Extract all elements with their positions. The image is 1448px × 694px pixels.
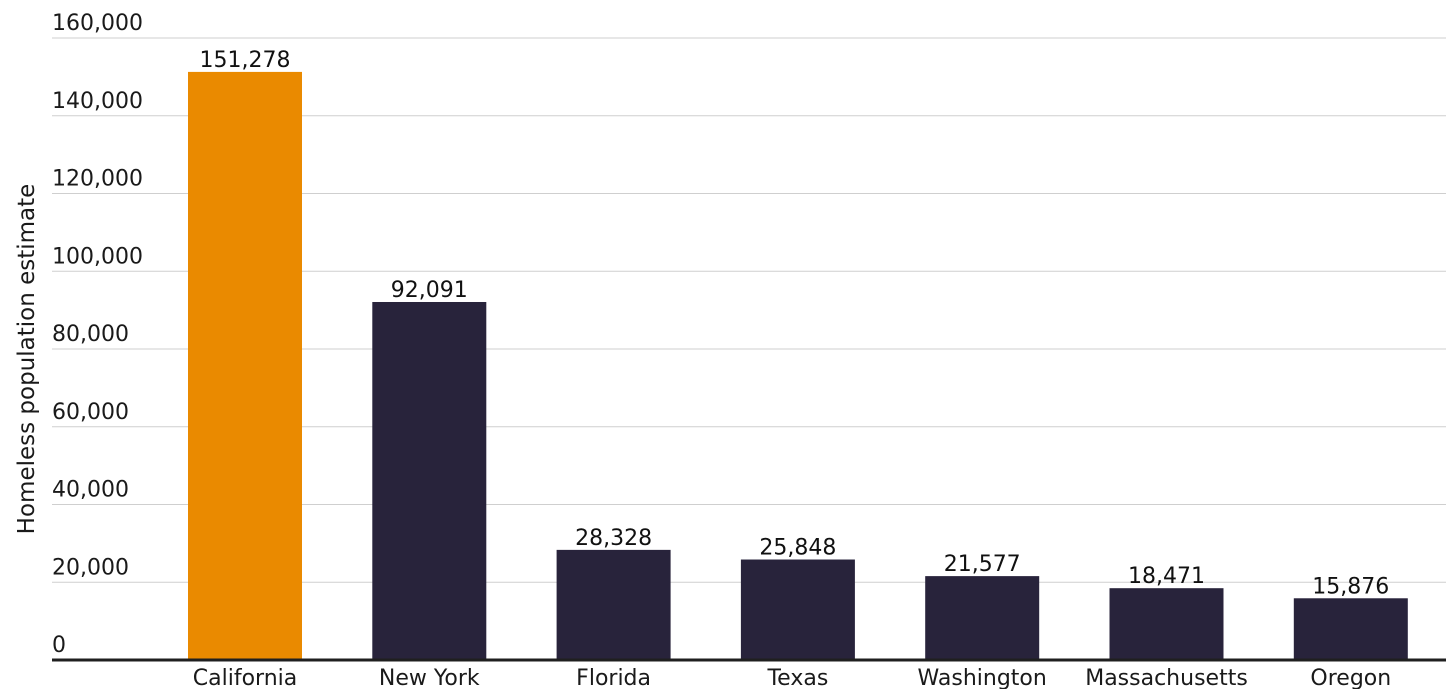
x-category-label: New York (379, 666, 480, 689)
y-tick-label: 120,000 (52, 167, 143, 192)
y-tick-label: 140,000 (52, 89, 143, 114)
data-labels: 151,278 92,091 28,328 25,848 21,577 18,471 15,… (200, 48, 1390, 599)
x-category-label: Florida (576, 666, 651, 689)
y-tick-label: 60,000 (52, 400, 129, 425)
y-tick-label: 20,000 (52, 555, 129, 580)
bar-value-label: 92,091 (391, 278, 468, 303)
bar-value-label: 28,328 (575, 526, 652, 551)
y-tick-label: 0 (52, 633, 66, 658)
y-tick-label: 40,000 (52, 478, 129, 503)
y-tick-label: 100,000 (52, 244, 143, 269)
y-tick-label: 80,000 (52, 322, 129, 347)
bar (556, 549, 671, 660)
bar (740, 559, 855, 660)
x-category-label: Massachusetts (1085, 666, 1248, 689)
x-category-label: Oregon (1310, 666, 1391, 689)
bar-value-label: 18,471 (1128, 564, 1205, 589)
bar-value-label: 21,577 (944, 552, 1021, 577)
bar-value-label: 15,876 (1312, 574, 1389, 599)
y-axis-ticks: 0 20,000 40,000 60,000 80,000 100,000 120,000 1… (52, 11, 143, 658)
bar (188, 71, 302, 660)
bars (188, 71, 1408, 660)
bar-value-label: 151,278 (200, 48, 291, 73)
bar (372, 301, 487, 660)
x-category-label: California (193, 666, 297, 689)
bar (925, 576, 1040, 660)
bar-value-label: 25,848 (759, 536, 836, 561)
y-axis-title: Homeless population estimate (14, 184, 40, 535)
bar (1293, 598, 1408, 660)
x-axis-categories: California New York Florida Texas Washington… (193, 666, 1391, 691)
x-category-label: Washington (918, 666, 1047, 689)
x-category-label: Texas (766, 666, 828, 689)
bar (1109, 588, 1224, 660)
y-tick-label: 160,000 (52, 11, 143, 36)
